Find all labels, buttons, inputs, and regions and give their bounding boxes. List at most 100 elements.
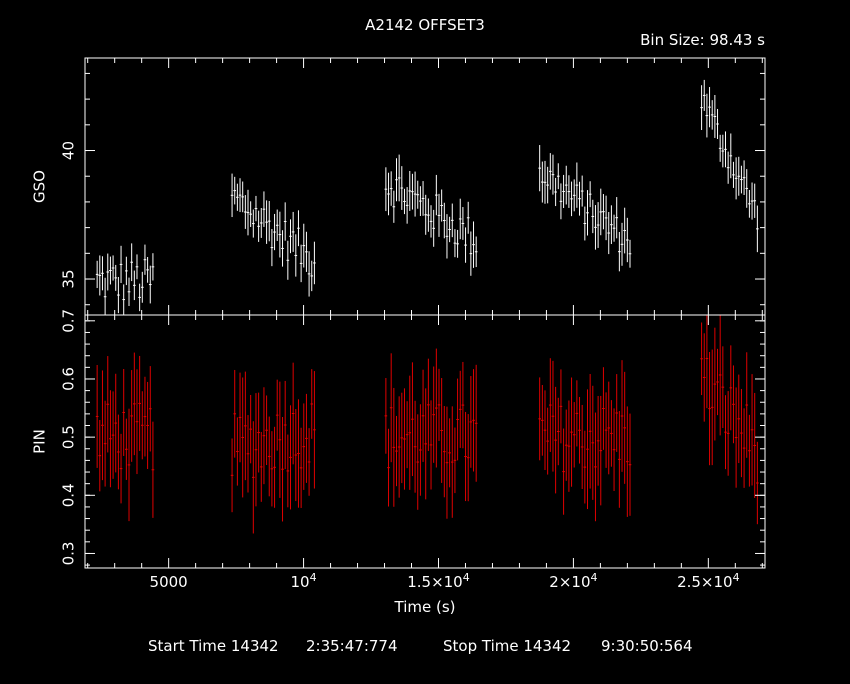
pin-point (424, 388, 428, 500)
pin-point (554, 386, 557, 494)
pin-point (389, 353, 393, 463)
pin-point (411, 362, 414, 477)
pin-point (416, 414, 420, 510)
gso-point (259, 208, 263, 238)
gso-point (427, 198, 430, 232)
stop-time-label: Stop Time 14342 (443, 637, 571, 655)
pin-point (610, 400, 613, 467)
pin-point (262, 387, 266, 485)
gso-point (456, 229, 459, 258)
pin-point (238, 372, 242, 463)
pin-point (307, 428, 311, 496)
pin-point (127, 408, 131, 522)
pin-point (612, 408, 616, 491)
gso-point (122, 284, 126, 315)
pin-point (98, 419, 102, 492)
pin-point (281, 416, 284, 522)
gso-point (313, 241, 316, 285)
pin-point (313, 371, 316, 489)
gso-point (435, 174, 438, 216)
gso-point (281, 230, 284, 267)
gso-point (564, 165, 568, 205)
gso-point (578, 181, 581, 216)
gso-point (278, 211, 282, 258)
gso-point (397, 154, 401, 202)
gso-point (469, 231, 473, 276)
pin-point (626, 406, 629, 517)
pin-point (109, 390, 112, 488)
pin-point (551, 360, 555, 472)
pin-point (305, 393, 308, 483)
gso-point (450, 203, 454, 238)
pin-point (437, 368, 441, 441)
gso-point (132, 270, 136, 301)
pin-point (135, 369, 139, 475)
pin-point (283, 380, 287, 470)
pin-point (546, 407, 549, 475)
pin-point (737, 374, 741, 464)
gso-point (599, 188, 603, 236)
pin-point (718, 315, 722, 436)
gso-point (442, 202, 446, 239)
pin-point (132, 352, 136, 456)
pin-point (702, 333, 706, 422)
gso-point (297, 210, 300, 247)
gso-point (127, 277, 131, 306)
pin-point (413, 400, 417, 493)
gso-point (403, 188, 406, 215)
gso-point (729, 133, 733, 179)
pin-point (140, 391, 144, 460)
x-axis-label: Time (s) (394, 598, 456, 616)
gso-point (562, 174, 565, 208)
pin-point (753, 392, 757, 498)
pin-point (429, 400, 433, 490)
pin-point (469, 376, 473, 468)
gso-point (610, 205, 613, 245)
gso-point (251, 209, 255, 238)
pin-point (106, 356, 110, 453)
pin-point (729, 345, 733, 431)
gso-point (389, 171, 393, 206)
gso-point (548, 153, 552, 190)
pin-point (543, 390, 547, 470)
gso-point (575, 162, 579, 208)
gso-point (307, 251, 311, 297)
pin-point (607, 381, 611, 475)
gso-point (432, 209, 436, 247)
pin-point (101, 370, 104, 481)
pin-point (151, 421, 155, 518)
gso-point (421, 181, 425, 216)
gso-point (275, 209, 279, 242)
pin-point (251, 421, 255, 534)
y-axis-label: GSO (31, 170, 49, 203)
gso-point (474, 236, 478, 268)
gso-point (445, 214, 449, 259)
pin-point (442, 406, 446, 498)
gso-point (138, 283, 141, 312)
gso-point (607, 211, 611, 255)
gso-point (570, 181, 573, 217)
gso-point (620, 222, 624, 266)
pin-point (299, 427, 303, 508)
pin-point (564, 409, 568, 481)
gso-point (233, 176, 237, 205)
gso-point (310, 260, 314, 292)
gso-point (146, 256, 149, 283)
gso-point (586, 190, 589, 236)
pin-point (602, 367, 605, 450)
pin-point (403, 388, 406, 490)
pin-point (464, 411, 467, 502)
gso-point (464, 227, 467, 263)
gso-point (130, 243, 133, 282)
gso-point (732, 161, 735, 188)
gso-point (583, 206, 587, 241)
pin-point (716, 348, 719, 416)
pin-point (461, 361, 465, 449)
gso-frame (84, 57, 766, 316)
pin-point (125, 418, 128, 480)
pin-point (117, 414, 120, 490)
pin-point (708, 351, 711, 466)
gso-point (294, 234, 298, 277)
gso-point (125, 256, 128, 286)
